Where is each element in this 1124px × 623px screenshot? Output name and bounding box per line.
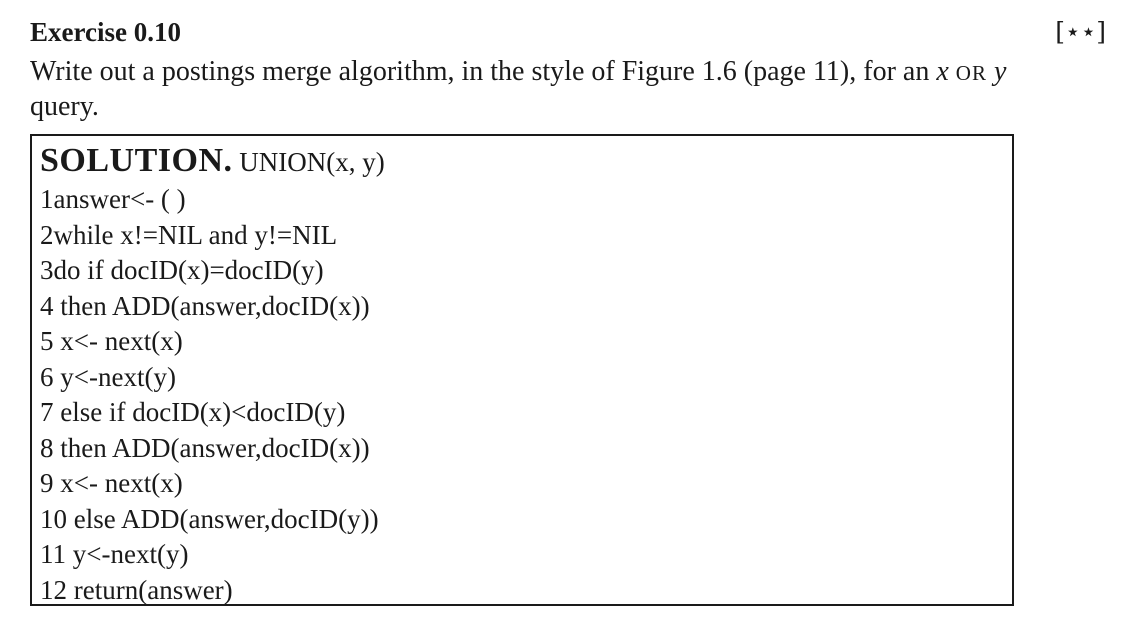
code-line: 9 x<- next(x) xyxy=(40,468,183,498)
exercise-title: Exercise 0.10 xyxy=(30,17,181,47)
code-line: 11 y<-next(y) xyxy=(40,539,189,569)
code-line: 10 else ADD(answer,docID(y)) xyxy=(40,503,379,534)
question-var-y: y xyxy=(993,56,1007,87)
solution-header: SOLUTION. UNION(x, y) xyxy=(40,140,1012,182)
function-signature: UNION(x, y) xyxy=(239,147,385,177)
code-line: 4 then ADD(answer,docID(x)) xyxy=(40,290,370,321)
question-text: Write out a postings merge algorithm, in… xyxy=(30,56,937,87)
code-line: 2while x!=NIL and y!=NIL xyxy=(40,219,338,250)
code-line: 3do if docID(x)=docID(y) xyxy=(40,255,324,285)
code-line: 8 then ADD(answer,docID(x)) xyxy=(40,432,370,463)
difficulty-rating: [⋆⋆] xyxy=(1055,17,1106,46)
code-line: 12 return(answer) xyxy=(40,574,233,605)
solution-label: SOLUTION. xyxy=(40,142,233,179)
code-line: 5 x<- next(x) xyxy=(40,326,183,356)
code-line: 7 else if docID(x)<docID(y) xyxy=(40,397,346,427)
question-var-x: x xyxy=(936,56,949,87)
exercise-header: Exercise 0.10 [⋆⋆] xyxy=(30,14,1106,50)
code-line: 1answer<- ( ) xyxy=(40,184,186,214)
question-operator: OR xyxy=(955,61,987,85)
code-line: 6 y<-next(y) xyxy=(40,361,176,392)
exercise-question: Write out a postings merge algorithm, in… xyxy=(30,55,1110,123)
solution-box: SOLUTION. UNION(x, y) 1answer<- ( ) 2whi… xyxy=(30,134,1014,606)
question-text-continued: query. xyxy=(30,91,99,122)
